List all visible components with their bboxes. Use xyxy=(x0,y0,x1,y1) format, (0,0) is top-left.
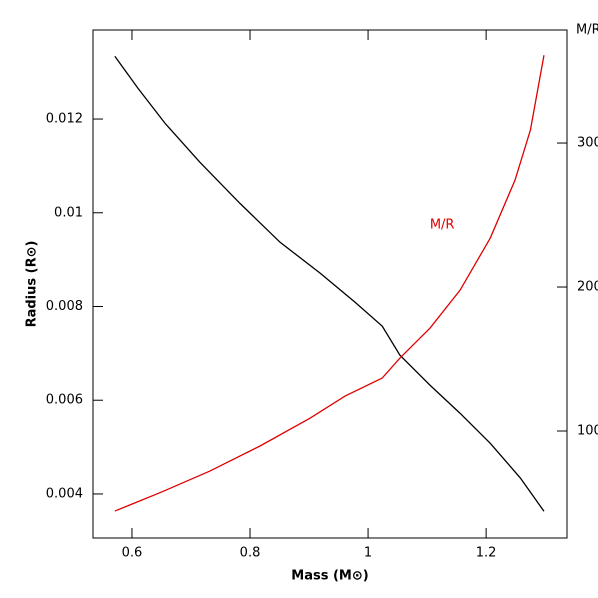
y-tick-label: 0.004 xyxy=(46,486,83,501)
data-line xyxy=(114,55,545,512)
y2-axis-label: M/R xyxy=(576,23,598,38)
data-line xyxy=(114,55,545,512)
y-tick-label: 0.008 xyxy=(46,299,83,314)
series-label: M/R xyxy=(430,218,455,233)
y-tick-label: 0.01 xyxy=(54,205,83,220)
y-tick-label: 0.006 xyxy=(46,393,83,408)
y2-tick-label: 300 xyxy=(577,136,598,151)
y-axis-label: Radius (R⊙) xyxy=(25,241,40,328)
y2-tick-label: 200 xyxy=(577,280,598,295)
x-axis-label: Mass (M⊙) xyxy=(291,569,368,584)
x-tick-label: 0.8 xyxy=(240,546,261,561)
x-tick-label: 0.6 xyxy=(122,546,143,561)
plot-frame xyxy=(92,29,568,539)
y-tick-label: 0.012 xyxy=(46,112,83,127)
x-tick-label: 1.2 xyxy=(476,546,497,561)
y2-tick-label: 100 xyxy=(577,424,598,439)
x-tick-label: 1 xyxy=(364,546,372,561)
